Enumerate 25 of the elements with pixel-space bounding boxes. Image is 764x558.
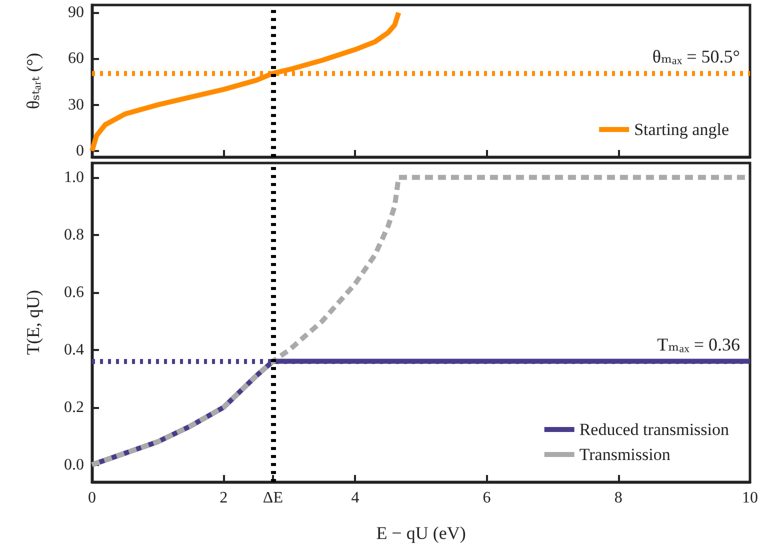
y-tick-label: 0 — [76, 142, 84, 160]
x-tick-label: 6 — [482, 490, 491, 506]
y-tick-label: 0.8 — [64, 226, 84, 244]
legend-label: Starting angle — [634, 120, 730, 139]
y-tick-label: 0.6 — [64, 284, 84, 301]
y-tick-label: 0.2 — [64, 398, 84, 416]
x-tick-label: 0 — [88, 490, 96, 506]
y-tick-label: 0.0 — [64, 456, 84, 474]
x-tick-label: 8 — [614, 490, 622, 506]
x-axis-title: E − qU (eV) — [376, 523, 466, 543]
x-tick-label: 10 — [742, 490, 758, 506]
legend-label: Transmission — [579, 445, 671, 464]
ref-line-label: Tₘₐₓ = 0.36 — [657, 334, 740, 354]
y-axis-title: T(E, qU) — [23, 290, 43, 355]
x-tick-label: ΔE — [262, 490, 283, 506]
y-tick-label: 60 — [68, 50, 84, 68]
legend-label: Reduced transmission — [579, 420, 730, 439]
y-axis-title: θₛₜₐᵣₜ (°) — [23, 52, 43, 110]
y-tick-label: 90 — [68, 4, 84, 22]
x-tick-label: 2 — [220, 490, 228, 506]
y-tick-label: 30 — [68, 96, 84, 114]
y-tick-label: 0.4 — [64, 341, 84, 358]
x-tick-label: 4 — [351, 490, 360, 506]
ref-line-label: θₘₐₓ = 50.5° — [652, 46, 740, 66]
y-tick-label: 1.0 — [64, 168, 84, 186]
